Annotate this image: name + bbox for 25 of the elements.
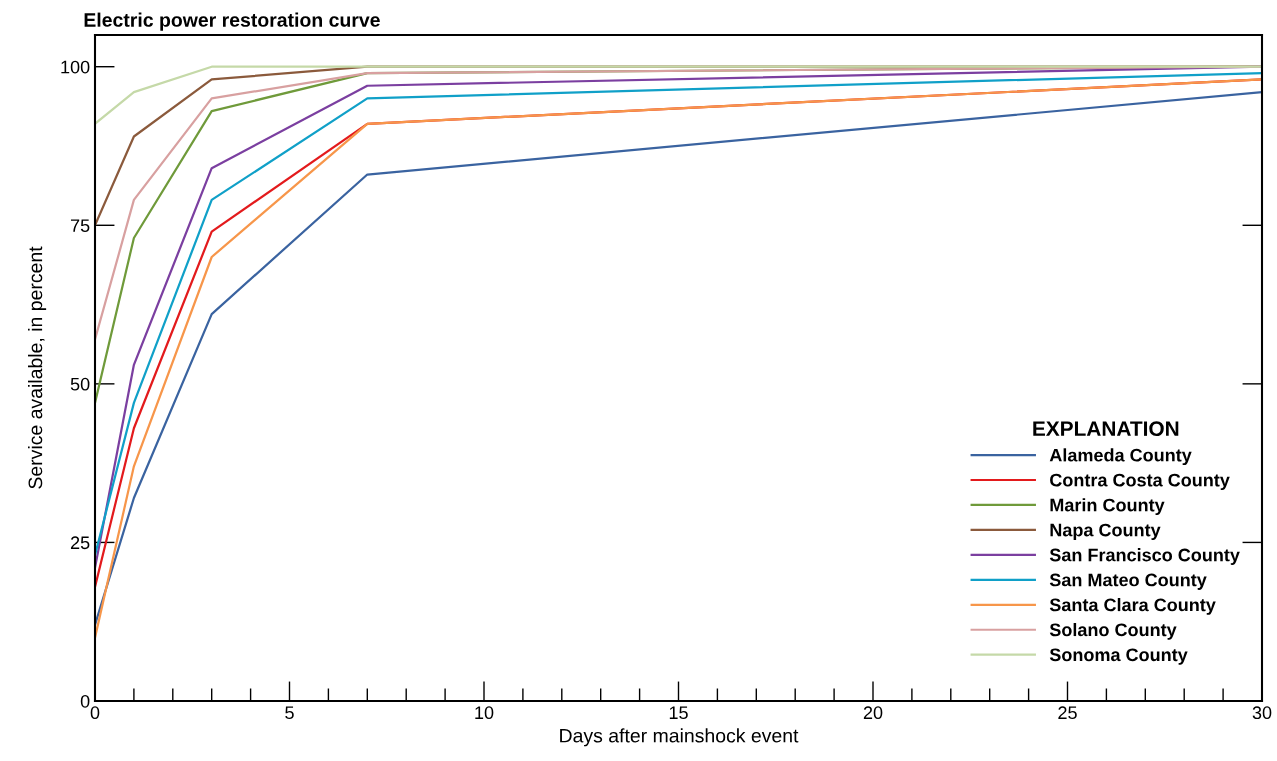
y-axis-title: Service available, in percent (28, 246, 47, 489)
legend-label: San Francisco County (1049, 548, 1240, 565)
y-tick-label: 50 (70, 377, 90, 391)
y-tick-label: 25 (70, 536, 90, 550)
legend-title: EXPLANATION (1033, 421, 1179, 437)
legend-label: Napa County (1050, 523, 1161, 540)
x-tick-label: 5 (285, 706, 294, 720)
x-tick-label: 0 (90, 706, 100, 720)
y-tick-label: 100 (61, 60, 90, 74)
x-tick-label: 20 (863, 706, 883, 720)
x-tick-label: 10 (475, 706, 494, 720)
x-tick-label: 15 (669, 706, 688, 720)
legend-label: Alameda County (1049, 448, 1192, 466)
y-tick-label: 0 (80, 694, 90, 708)
chart-title: Electric power restoration curve (84, 12, 380, 31)
legend-label: Sonoma County (1049, 648, 1188, 665)
x-axis-title: Days after mainshock event (560, 728, 799, 747)
legend-label: Contra Costa County (1050, 473, 1230, 491)
legend-label: Solano County (1049, 622, 1177, 640)
y-tick-label: 75 (70, 219, 90, 233)
legend-label: Marin County (1050, 498, 1165, 516)
x-tick-label: 25 (1058, 706, 1077, 720)
legend-label: San Mateo County (1049, 573, 1207, 590)
legend-label: Santa Clara County (1049, 598, 1216, 615)
x-tick-label: 30 (1252, 706, 1272, 720)
